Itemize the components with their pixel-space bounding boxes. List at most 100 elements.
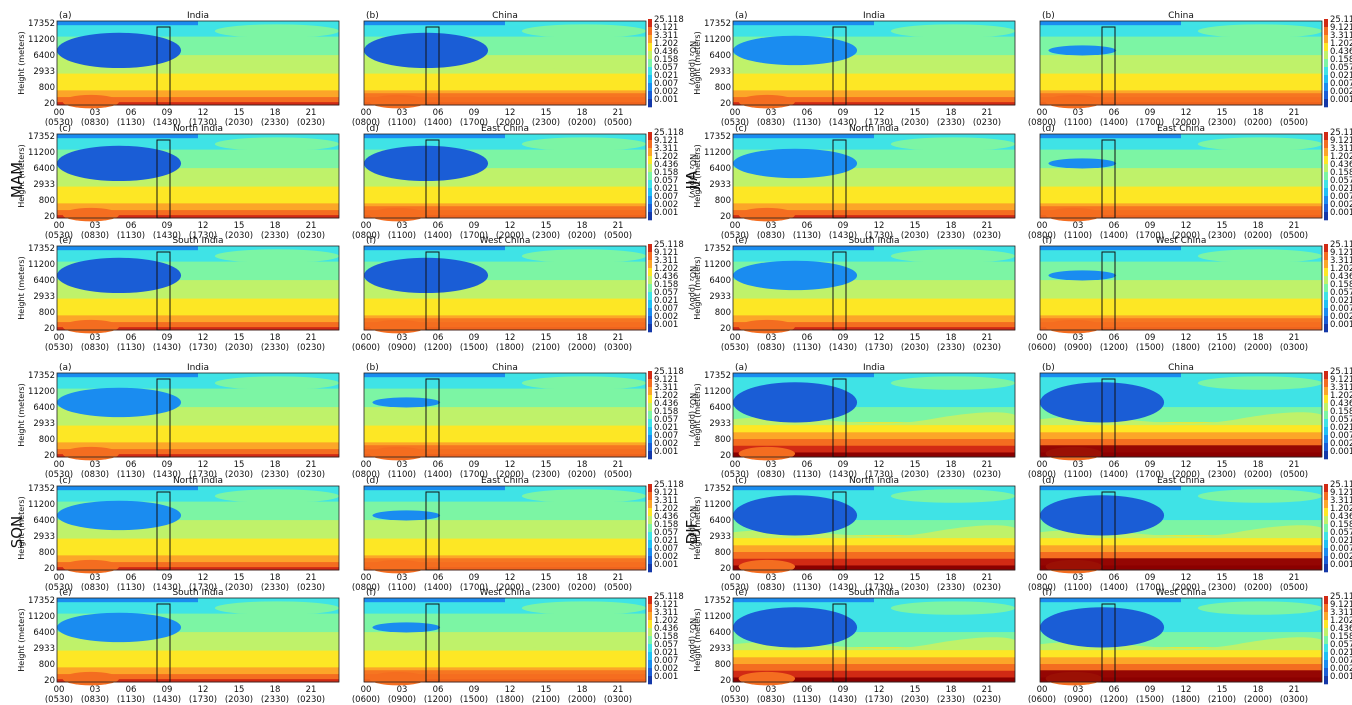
contour-band [1040, 438, 1322, 446]
x-tick-local-label: (2000) [1172, 583, 1200, 593]
y-tick-label: 20 [44, 676, 55, 686]
contour-band [733, 298, 1015, 316]
contour-band [890, 249, 1015, 263]
colorbar-swatch [1324, 484, 1328, 493]
x-tick-local-label: (2030) [901, 583, 929, 593]
x-tick-label: 12 [874, 685, 885, 695]
x-tick-local-label: (1430) [153, 231, 181, 241]
contour-band [521, 24, 647, 38]
x-tick-local-label: (0230) [297, 695, 325, 705]
x-tick-local-label: (0530) [45, 695, 73, 705]
colorbar-swatch [648, 636, 652, 645]
colorbar-tick-label: 0.001 [1330, 560, 1352, 570]
panel-frame [56, 133, 340, 219]
colorbar-tick-label: 0.158 [1330, 632, 1352, 642]
contour-band [57, 525, 339, 539]
x-tick-local-label: (0830) [757, 118, 785, 128]
colorbar-label: NO₂ (ppbv) [688, 41, 697, 85]
x-tick-local-label: (2330) [937, 470, 965, 480]
contour-band [57, 89, 339, 98]
x-tick-local-label: (0500) [1280, 583, 1308, 593]
x-tick-label: 12 [1181, 333, 1192, 343]
contour-blob [733, 35, 858, 66]
x-tick-local-label: (2030) [901, 343, 929, 353]
x-tick-local-label: (0900) [1064, 343, 1092, 353]
contour-band [364, 486, 505, 491]
contour-band [1197, 376, 1322, 390]
contour-band [364, 412, 646, 426]
y-tick-label: 2933 [33, 180, 55, 190]
x-tick-local-label: (2330) [261, 470, 289, 480]
x-tick-local-label: (2330) [261, 695, 289, 705]
y-tick-label: 6400 [33, 628, 55, 638]
x-tick-local-label: (1200) [1100, 695, 1128, 705]
colorbar-tick-label: 0.021 [654, 296, 678, 306]
panel: (e) South India 17352 11200 6400 2933 800 20 Hei… [693, 236, 1016, 353]
colorbar-tick-label: 9.121 [1330, 23, 1352, 33]
x-tick-label: 15 [234, 460, 245, 470]
x-tick-label: 12 [874, 460, 885, 470]
colorbar-tick-label: 1.202 [654, 264, 678, 274]
panel-frame [732, 485, 1016, 571]
colorbar-tick-label: 0.158 [654, 407, 678, 417]
x-tick-label: 12 [505, 108, 516, 118]
colorbar-swatch [1324, 164, 1328, 173]
panel-letter: (e) [59, 588, 72, 598]
season-label: SON [8, 516, 26, 549]
x-tick-label: 03 [397, 573, 408, 583]
contour-blob [57, 500, 182, 531]
panel-title: North India [849, 476, 899, 486]
colorbar-swatch [1324, 676, 1328, 685]
x-tick-local-label: (1130) [793, 231, 821, 241]
contour-band [364, 598, 505, 603]
x-tick-local-label: (1130) [117, 343, 145, 353]
contour-band [1040, 206, 1322, 218]
y-tick-label: 6400 [709, 276, 731, 286]
x-tick-label: 18 [1253, 573, 1264, 583]
contour-band [57, 486, 198, 491]
colorbar-tick-label: 0.158 [1330, 55, 1352, 65]
colorbar-swatch [648, 411, 652, 420]
x-tick-local-label: (0230) [973, 118, 1001, 128]
colorbar-tick-label: 3.311 [654, 256, 678, 266]
y-tick-label: 11200 [704, 387, 731, 397]
x-tick-local-label: (2000) [496, 118, 524, 128]
contour-band [57, 60, 339, 74]
x-tick-label: 15 [1217, 685, 1228, 695]
x-tick-local-label: (2030) [225, 695, 253, 705]
contour-band [57, 448, 339, 455]
y-tick-label: 17352 [28, 132, 55, 142]
contour-band [57, 21, 198, 26]
colorbar-tick-label: 0.002 [1330, 664, 1352, 674]
colorbar-tick-label: 9.121 [654, 375, 678, 385]
colorbar-tick-label: 0.436 [654, 272, 678, 282]
colorbar-swatch [648, 508, 652, 517]
colorbar-tick-label: 0.158 [1330, 407, 1352, 417]
contour-band [1040, 663, 1322, 671]
colorbar-tick-label: 1.202 [654, 391, 678, 401]
colorbar-swatch [1324, 411, 1328, 420]
colorbar-tick-label: 0.002 [654, 87, 678, 97]
colorbar-swatch [648, 75, 652, 84]
colorbar-tick-label: 0.436 [1330, 160, 1352, 170]
panel-letter: (a) [735, 11, 748, 21]
x-tick-local-label: (2330) [937, 231, 965, 241]
x-tick-local-label: (2300) [532, 231, 560, 241]
x-tick-label: 18 [577, 685, 588, 695]
contour-band [733, 214, 1015, 219]
x-tick-label: 09 [838, 460, 849, 470]
panel-letter: (b) [366, 363, 379, 373]
contour-band [57, 246, 198, 251]
x-tick-label: 06 [126, 685, 137, 695]
x-tick-label: 12 [505, 685, 516, 695]
y-axis-label: Height (meters) [693, 31, 702, 94]
colorbar-swatch [1324, 148, 1328, 157]
x-tick-local-label: (2000) [1244, 695, 1272, 705]
colorbar-tick-label: 3.311 [1330, 31, 1352, 41]
x-tick-label: 06 [126, 221, 137, 231]
x-tick-local-label: (2030) [225, 231, 253, 241]
colorbar-swatch [648, 260, 652, 269]
x-tick-local-label: (1700) [460, 470, 488, 480]
colorbar-swatch [648, 292, 652, 301]
contour-blob [372, 622, 441, 633]
